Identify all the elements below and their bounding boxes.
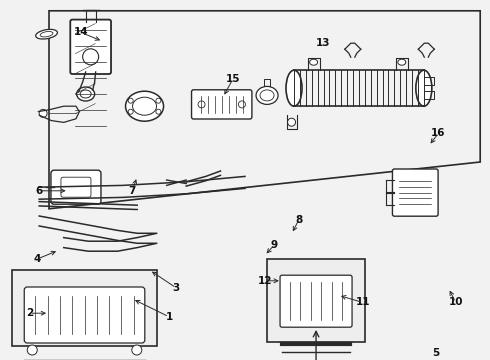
- Circle shape: [288, 118, 295, 126]
- FancyBboxPatch shape: [392, 169, 438, 216]
- Text: 9: 9: [271, 240, 278, 250]
- Text: 4: 4: [33, 254, 41, 264]
- Text: 12: 12: [257, 276, 272, 286]
- FancyBboxPatch shape: [280, 275, 352, 327]
- Text: 16: 16: [431, 128, 446, 138]
- Ellipse shape: [310, 59, 318, 65]
- Text: 13: 13: [316, 38, 331, 48]
- Circle shape: [132, 345, 142, 355]
- Text: 7: 7: [128, 186, 136, 196]
- Ellipse shape: [256, 86, 278, 104]
- Ellipse shape: [125, 91, 164, 121]
- Text: 6: 6: [36, 186, 43, 196]
- Ellipse shape: [76, 87, 95, 101]
- FancyBboxPatch shape: [70, 19, 111, 74]
- Ellipse shape: [416, 70, 432, 106]
- FancyBboxPatch shape: [267, 259, 365, 342]
- Circle shape: [27, 345, 37, 355]
- Text: 8: 8: [295, 215, 302, 225]
- Ellipse shape: [398, 59, 406, 65]
- Text: 2: 2: [26, 308, 33, 318]
- Text: 15: 15: [225, 74, 240, 84]
- Circle shape: [83, 49, 98, 65]
- Circle shape: [39, 109, 47, 117]
- Text: 5: 5: [433, 348, 440, 358]
- FancyBboxPatch shape: [24, 287, 145, 343]
- Ellipse shape: [286, 70, 302, 106]
- Text: 14: 14: [74, 27, 88, 37]
- FancyBboxPatch shape: [12, 270, 157, 346]
- Text: 11: 11: [355, 297, 370, 307]
- Text: 10: 10: [448, 297, 463, 307]
- Ellipse shape: [36, 30, 57, 39]
- FancyBboxPatch shape: [51, 170, 101, 204]
- Text: 3: 3: [173, 283, 180, 293]
- FancyBboxPatch shape: [192, 90, 252, 119]
- Text: 1: 1: [166, 312, 172, 322]
